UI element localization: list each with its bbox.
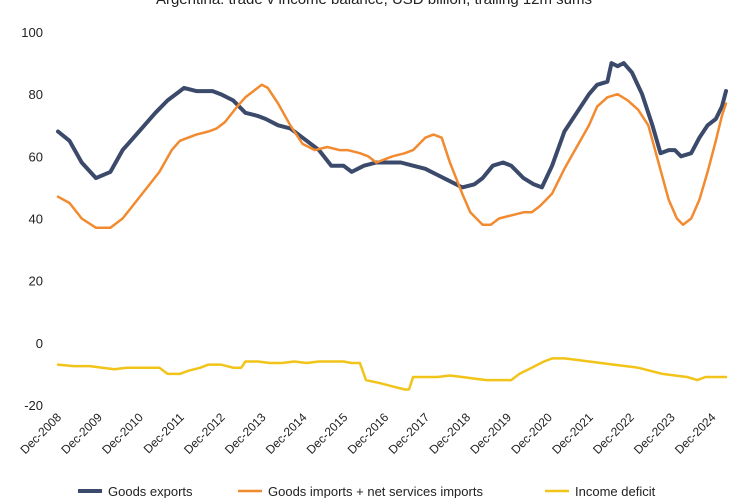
y-axis-ticks: 100 80 60 40 20 0 -20 [21, 25, 43, 413]
x-tick-label: Dec-2018 [426, 410, 473, 457]
x-axis-ticks: Dec-2008Dec-2009Dec-2010Dec-2011Dec-2012… [17, 410, 718, 457]
x-tick-label: Dec-2020 [508, 410, 555, 457]
x-tick-label: Dec-2009 [58, 410, 105, 457]
y-tick-label: 60 [29, 149, 43, 164]
x-tick-label: Dec-2021 [549, 410, 596, 457]
x-tick-label: Dec-2013 [222, 410, 269, 457]
legend-label-2: Goods imports + net services imports [268, 484, 483, 498]
x-tick-label: Dec-2012 [181, 410, 228, 457]
y-tick-label: 40 [29, 212, 43, 227]
y-tick-label: 100 [21, 25, 43, 40]
x-tick-label: Dec-2015 [304, 410, 351, 457]
x-tick-label: Dec-2019 [467, 410, 514, 457]
y-tick-label: 0 [36, 336, 43, 351]
y-tick-label: 20 [29, 274, 43, 289]
legend-label-3: Income deficit [575, 484, 656, 498]
x-tick-label: Dec-2014 [263, 410, 310, 457]
x-tick-label: Dec-2008 [17, 410, 64, 457]
x-tick-label: Dec-2010 [99, 410, 146, 457]
x-tick-label: Dec-2023 [631, 410, 678, 457]
series-line-3 [56, 357, 728, 391]
x-tick-label: Dec-2011 [141, 410, 187, 456]
y-tick-label: 80 [29, 87, 43, 102]
chart-title: Argentina: trade v income balance, USD b… [156, 0, 592, 8]
x-tick-label: Dec-2017 [386, 410, 433, 457]
series-lines [56, 61, 728, 391]
y-tick-label: -20 [24, 398, 43, 413]
x-tick-label: Dec-2022 [590, 410, 637, 457]
series-line-1 [56, 61, 728, 190]
legend-label-1: Goods exports [108, 484, 193, 498]
x-tick-label: Dec-2016 [345, 410, 392, 457]
x-tick-label: Dec-2024 [672, 410, 719, 457]
legend: Goods exports Goods imports + net service… [78, 484, 656, 498]
series-line-2 [56, 83, 728, 230]
